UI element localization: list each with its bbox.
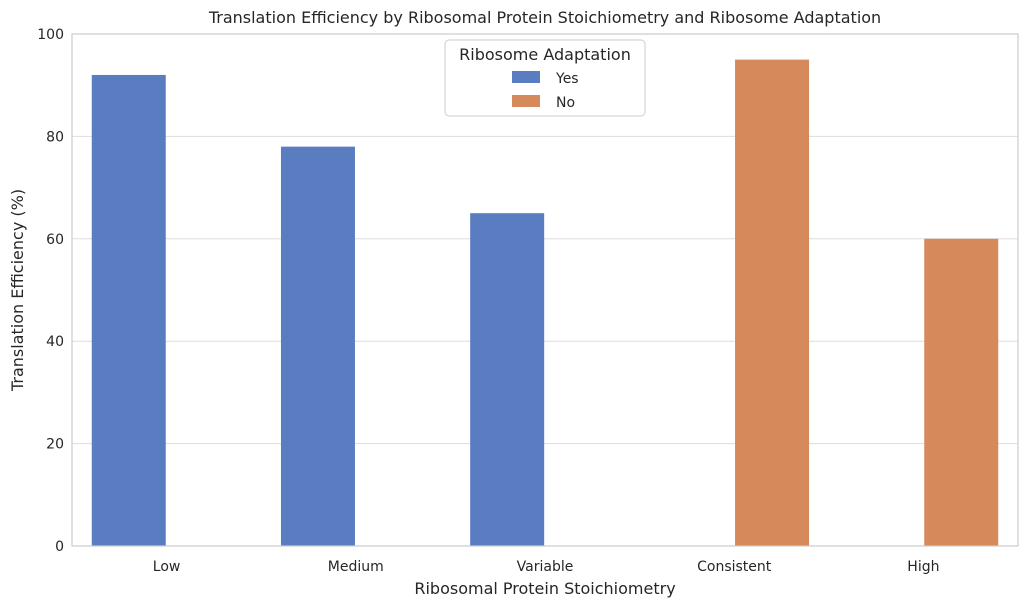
bar xyxy=(470,213,545,546)
legend-label: No xyxy=(556,95,575,111)
y-tick-label: 60 xyxy=(46,232,64,248)
y-axis-label: Translation Efficiency (%) xyxy=(8,189,27,392)
legend-box xyxy=(444,39,646,117)
bar xyxy=(91,74,166,547)
y-tick-label: 80 xyxy=(46,129,64,145)
legend-items: Yes No xyxy=(512,71,579,111)
y-tick-label: 20 xyxy=(46,437,64,453)
x-tick-label: Variable xyxy=(517,559,574,575)
y-axis-ticks: 0 20 40 60 80 100 xyxy=(37,27,64,555)
plot-frame xyxy=(71,33,1019,547)
x-axis-label: Ribosomal Protein Stoichiometry xyxy=(414,579,675,598)
legend-title: Ribosome Adaptation xyxy=(459,45,631,64)
x-tick-label: High xyxy=(907,559,939,575)
x-tick-label: Low xyxy=(153,559,181,575)
legend-swatch xyxy=(512,95,540,107)
y-tick-label: 100 xyxy=(37,27,64,43)
x-tick-label: Medium xyxy=(328,559,384,575)
legend: Ribosome Adaptation Yes No xyxy=(444,39,646,117)
y-tick-label: 40 xyxy=(46,334,64,350)
bar xyxy=(924,238,999,547)
bar xyxy=(280,146,355,546)
chart-title: Translation Efficiency by Ribosomal Prot… xyxy=(208,8,881,27)
x-tick-label: Consistent xyxy=(697,559,772,575)
x-axis-ticks: Low Medium Variable Consistent High xyxy=(153,559,940,575)
y-tick-label: 0 xyxy=(55,539,64,555)
legend-swatch xyxy=(512,71,540,83)
bar xyxy=(735,59,810,546)
legend-label: Yes xyxy=(555,71,579,87)
bars xyxy=(91,59,999,547)
